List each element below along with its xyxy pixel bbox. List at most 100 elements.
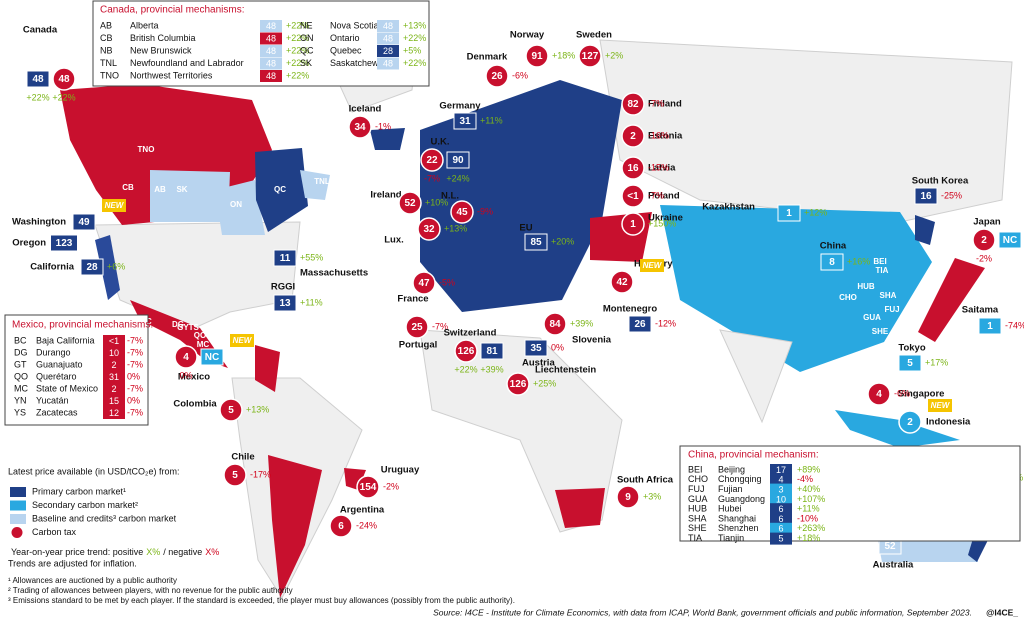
marker-name: South Africa bbox=[617, 475, 674, 486]
price-value: 35 bbox=[530, 343, 542, 354]
price-badge bbox=[867, 382, 891, 406]
price-value: 82 bbox=[627, 99, 639, 110]
price-badge bbox=[914, 187, 938, 205]
region-code: HUB bbox=[857, 282, 875, 291]
marker-name: RGGI bbox=[271, 282, 295, 293]
marker-name: Switzerland bbox=[444, 328, 497, 339]
marker-name: Colombia bbox=[173, 399, 217, 410]
price-value: 123 bbox=[56, 238, 73, 249]
price-trend: -7% bbox=[432, 321, 448, 331]
price-badge bbox=[50, 234, 78, 252]
row-badge bbox=[770, 473, 792, 486]
row-price: 6 bbox=[778, 514, 783, 524]
row-name: Hubei bbox=[718, 504, 742, 514]
row-code: CHO bbox=[688, 474, 708, 484]
price-value: 81 bbox=[486, 346, 498, 357]
price-badge bbox=[405, 315, 429, 339]
panel-title: China, provincial mechanism: bbox=[688, 450, 819, 461]
new-label: NEW bbox=[931, 401, 951, 410]
price-trend: -7% bbox=[424, 173, 440, 183]
row-trend: +263% bbox=[797, 523, 825, 533]
price-badge bbox=[174, 345, 198, 369]
row-name: New Brunswick bbox=[130, 45, 192, 55]
row-badge bbox=[103, 335, 125, 347]
price-value: 25 bbox=[411, 322, 423, 333]
price-badge bbox=[621, 212, 645, 236]
row-trend: +22% bbox=[403, 33, 426, 43]
row-badge bbox=[770, 493, 792, 506]
row-price: 6 bbox=[778, 524, 783, 534]
row-code: ON bbox=[300, 33, 314, 43]
price-value: 52 bbox=[884, 541, 896, 552]
price-badge bbox=[348, 115, 372, 139]
price-trend: +13% bbox=[444, 223, 467, 233]
price-trend: -2% bbox=[383, 481, 399, 491]
row-name: State of Mexico bbox=[36, 383, 98, 393]
price-value: 13 bbox=[279, 298, 291, 309]
price-badge bbox=[777, 204, 801, 222]
row-price: 48 bbox=[383, 58, 393, 68]
price-trend: +55% bbox=[300, 252, 323, 262]
price-badge bbox=[485, 64, 509, 88]
row-badge bbox=[377, 45, 399, 57]
row-name: Shanghai bbox=[718, 513, 756, 523]
row-trend: -7% bbox=[127, 347, 143, 357]
price-value: 42 bbox=[616, 277, 628, 288]
region-code: MC bbox=[197, 340, 210, 349]
row-code: DG bbox=[14, 347, 28, 357]
row-code: CB bbox=[100, 33, 113, 43]
legend-title: Latest price available (in USD/tCO₂e) fr… bbox=[8, 466, 180, 476]
row-trend: +40% bbox=[797, 484, 820, 494]
region-code: QC bbox=[274, 185, 286, 194]
row-trend: +22% bbox=[286, 20, 309, 30]
price-trend: -74% bbox=[1005, 320, 1024, 330]
inflation-note: Trends are adjusted for inflation. bbox=[8, 558, 137, 568]
row-badge bbox=[770, 464, 792, 476]
price-trend: +39% bbox=[480, 364, 503, 374]
price-badge bbox=[398, 191, 422, 215]
price-trend: +22% bbox=[454, 364, 477, 374]
row-name: Guangdong bbox=[718, 494, 765, 504]
price-trend: -15% bbox=[648, 162, 669, 172]
price-badge bbox=[417, 217, 441, 241]
price-badge bbox=[219, 398, 243, 422]
price-trend: -6% bbox=[512, 70, 528, 80]
row-name: Nova Scotia bbox=[330, 20, 379, 30]
row-trend: +22% bbox=[286, 70, 309, 80]
row-code: YS bbox=[14, 407, 26, 417]
price-value: NC bbox=[205, 352, 219, 363]
marker-name: EU bbox=[519, 223, 532, 234]
price-trend: 0% bbox=[179, 370, 192, 380]
price-value: 26 bbox=[634, 319, 646, 330]
row-badge bbox=[260, 70, 282, 82]
region-code: GUA bbox=[863, 313, 881, 322]
row-name: Newfoundland and Labrador bbox=[130, 58, 244, 68]
price-value: 91 bbox=[531, 51, 543, 62]
price-value: 154 bbox=[360, 482, 377, 493]
row-code: BC bbox=[14, 335, 27, 345]
marker-name: Poland bbox=[648, 191, 680, 202]
price-badge bbox=[273, 294, 297, 312]
price-badge bbox=[543, 312, 567, 336]
trend-note-part: / negative bbox=[163, 547, 202, 557]
marker-name: Argentina bbox=[340, 505, 385, 516]
source: Source: I4CE - Institute for Climate Eco… bbox=[433, 607, 972, 617]
price-badge bbox=[450, 200, 474, 224]
row-price: 48 bbox=[383, 21, 393, 31]
price-badge bbox=[621, 156, 645, 180]
marker-name: Chile bbox=[231, 452, 254, 463]
row-badge bbox=[103, 347, 125, 359]
price-badge bbox=[524, 339, 548, 357]
row-code: BEI bbox=[688, 464, 703, 474]
marker-name: Latvia bbox=[648, 163, 676, 174]
row-name: Shenzhen bbox=[718, 523, 759, 533]
row-badge bbox=[770, 483, 792, 496]
trend-note-part: X% bbox=[205, 547, 219, 557]
price-value: 28 bbox=[86, 262, 98, 273]
marker-name: Lux. bbox=[384, 235, 404, 246]
marker-name: Germany bbox=[439, 101, 481, 112]
price-trend: +25% bbox=[533, 378, 556, 388]
new-label: NEW bbox=[233, 336, 253, 345]
row-name: Durango bbox=[36, 347, 71, 357]
marker-name: Montenegro bbox=[603, 304, 658, 315]
